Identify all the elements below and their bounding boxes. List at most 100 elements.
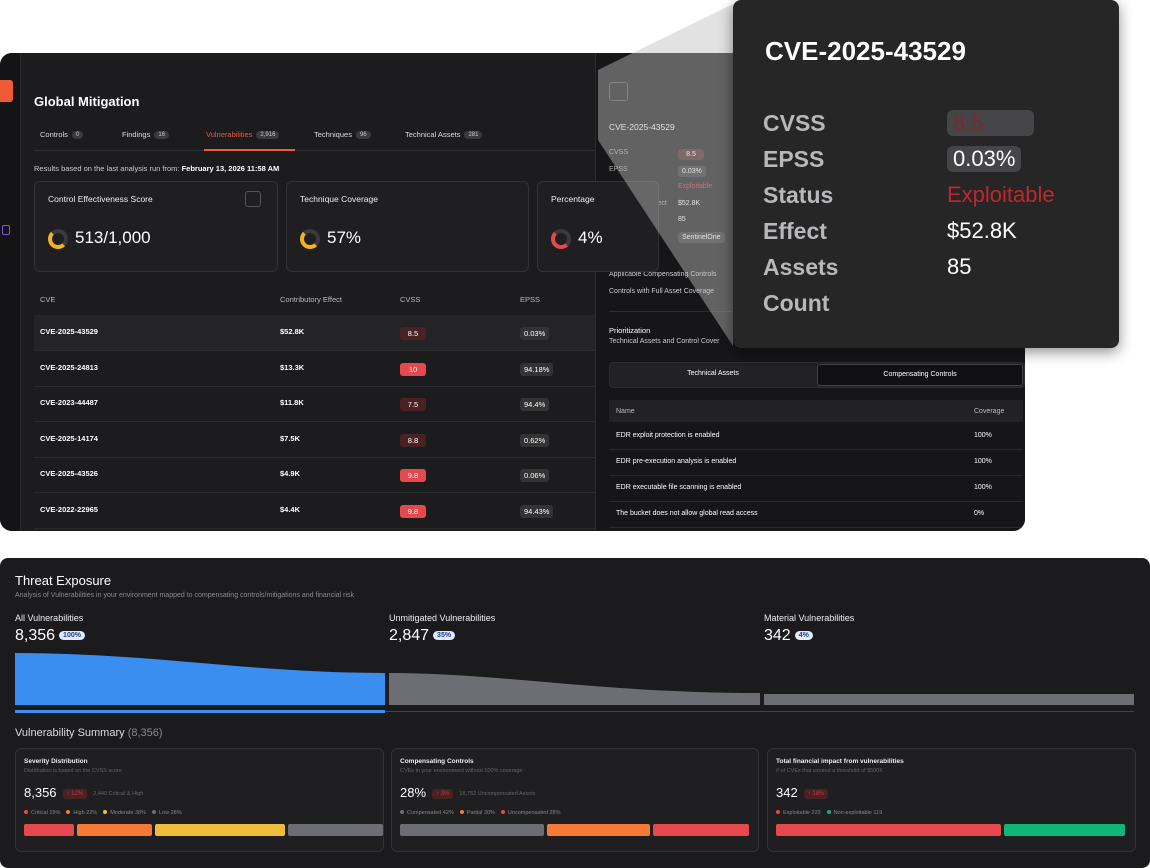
funnel-selected xyxy=(15,710,385,713)
tab-count: 96 xyxy=(355,131,371,140)
tab[interactable]: Technical Assets 281 xyxy=(405,130,483,140)
funnel xyxy=(15,653,1134,713)
legend: Critical 15% High 22% Moderate 38% Low 28% xyxy=(18,810,182,816)
tab-count: 2,916 xyxy=(256,131,280,140)
legend-dot xyxy=(776,810,780,814)
field-value: 85 xyxy=(678,216,686,223)
funnel-all xyxy=(15,653,385,705)
column-header: CVE xyxy=(40,295,56,304)
legend-label: Exploitable 223 xyxy=(783,810,821,816)
card-ring xyxy=(551,229,571,249)
zoom-value: 85 xyxy=(947,254,972,279)
card-title: Percentage xyxy=(551,194,595,204)
controls-cell: 100% xyxy=(974,484,992,491)
table-cell: CVE-2025-24813 xyxy=(40,362,98,372)
table-row xyxy=(34,493,595,529)
legend-label: Critical 15% xyxy=(31,810,61,816)
table-row xyxy=(34,422,595,458)
sidebar-icon xyxy=(2,225,10,235)
tab-count: 16 xyxy=(154,131,170,140)
legend-label: Compensated 42% xyxy=(407,810,454,816)
legend-label: Uncompensated 28% xyxy=(507,810,561,816)
toggle-option[interactable]: Compensating Controls xyxy=(817,364,1023,386)
field-label: CVSS xyxy=(609,149,628,156)
stage-label: Material Vulnerabilities xyxy=(764,613,855,623)
stage-number: 2,847 xyxy=(389,627,430,644)
stage-label: Unmitigated Vulnerabilities xyxy=(389,613,496,623)
controls-cell: 100% xyxy=(974,432,992,439)
controls-cell: EDR executable file scanning is enabled xyxy=(616,484,742,491)
zoom-label: CVSS xyxy=(763,110,826,136)
summary-value: 8,356 xyxy=(24,785,57,800)
table-cell: 0.03% xyxy=(520,327,550,340)
stage-value: 2,847 35% xyxy=(389,627,456,645)
tab-divider xyxy=(34,150,595,151)
legend-dot xyxy=(826,810,831,814)
legend-dot xyxy=(400,810,404,814)
prioritization-subtitle: Technical Assets and Control Cover xyxy=(609,338,720,345)
card-number: 57% xyxy=(327,228,362,247)
card-number: 513 xyxy=(75,228,104,247)
funnel-unmitigated xyxy=(389,673,760,705)
legend-dot xyxy=(24,810,28,814)
card-ring xyxy=(300,229,320,249)
card-total: /1,000 xyxy=(103,228,151,247)
zoom-label: Assets Count xyxy=(763,254,839,316)
tab-label: Controls xyxy=(40,130,68,139)
bar-segment xyxy=(400,824,544,836)
tab-count: 281 xyxy=(464,131,483,140)
field-value: 8.5 xyxy=(678,149,704,160)
summary-title: Vulnerability Summary (8,356) xyxy=(15,727,163,739)
summary-change: ↑ 12% xyxy=(62,788,88,799)
threat-subtitle: Analysis of Vulnerabilities in your envi… xyxy=(15,592,355,599)
controls-row xyxy=(609,475,1023,502)
toggle-option[interactable]: Technical Assets xyxy=(687,370,739,377)
zoom-connector xyxy=(598,4,733,346)
card-number: 4% xyxy=(578,228,603,247)
summary-card-subtitle: Distribution is based on the CVSS score xyxy=(24,768,122,774)
summary-value: 28% xyxy=(400,785,427,800)
table-cell: $52.8K xyxy=(280,327,305,336)
tab[interactable]: Controls 0 xyxy=(40,130,84,140)
legend-dot xyxy=(500,810,505,814)
legend-dot xyxy=(459,810,464,814)
card-title: Control Effectiveness Score xyxy=(48,194,153,204)
table-cell: 7.5 xyxy=(400,398,426,412)
column-header: Coverage xyxy=(974,408,1005,415)
bar-segment xyxy=(77,824,152,836)
table-cell: 8.5 xyxy=(400,327,426,340)
controls-cell: EDR exploit protection is enabled xyxy=(616,432,720,439)
summary-card: Severity Distribution Distribution is bas… xyxy=(15,748,384,852)
bar-segment xyxy=(155,824,285,836)
column-header: Name xyxy=(616,408,635,415)
field-value: SentinelOne xyxy=(678,232,725,243)
table-cell: 10 xyxy=(400,362,426,376)
tab[interactable]: Vulnerabilities 2,916 xyxy=(206,130,280,140)
zoom-title: CVE-2025-43529 xyxy=(765,36,966,66)
table-cell: CVE-2025-43529 xyxy=(40,327,98,336)
table-row xyxy=(34,457,595,494)
tab[interactable]: Findings 16 xyxy=(122,130,170,140)
legend-label: Moderate 38% xyxy=(110,810,146,816)
controls-header xyxy=(609,400,1023,422)
legend-label: High 22% xyxy=(73,810,98,816)
table-cell: 94.43% xyxy=(520,505,554,518)
stacked-bar xyxy=(400,824,752,836)
table-row xyxy=(34,315,595,351)
tab[interactable]: Techniques 96 xyxy=(314,130,371,140)
table-cell: 8.8 xyxy=(400,433,426,447)
tab-label: Technical Assets xyxy=(405,130,461,139)
zoom-value: 8.5 xyxy=(947,110,1034,136)
bar-segment xyxy=(24,824,74,836)
table-cell: 94.4% xyxy=(520,398,550,412)
stage-number: 8,356 xyxy=(15,627,56,644)
detail-title: CVE-2025-43529 xyxy=(609,122,675,132)
bar-segment xyxy=(1004,824,1125,836)
table-cell: $11.8K xyxy=(280,398,304,408)
funnel-material xyxy=(764,694,1134,705)
stage-badge: 100% xyxy=(59,631,85,641)
stage-value: 8,356 100% xyxy=(15,627,85,645)
threat-panel: Threat Exposure Analysis of Vulnerabilit… xyxy=(0,558,1150,868)
close-button[interactable] xyxy=(609,82,628,101)
controls-cell: 100% xyxy=(974,458,992,465)
